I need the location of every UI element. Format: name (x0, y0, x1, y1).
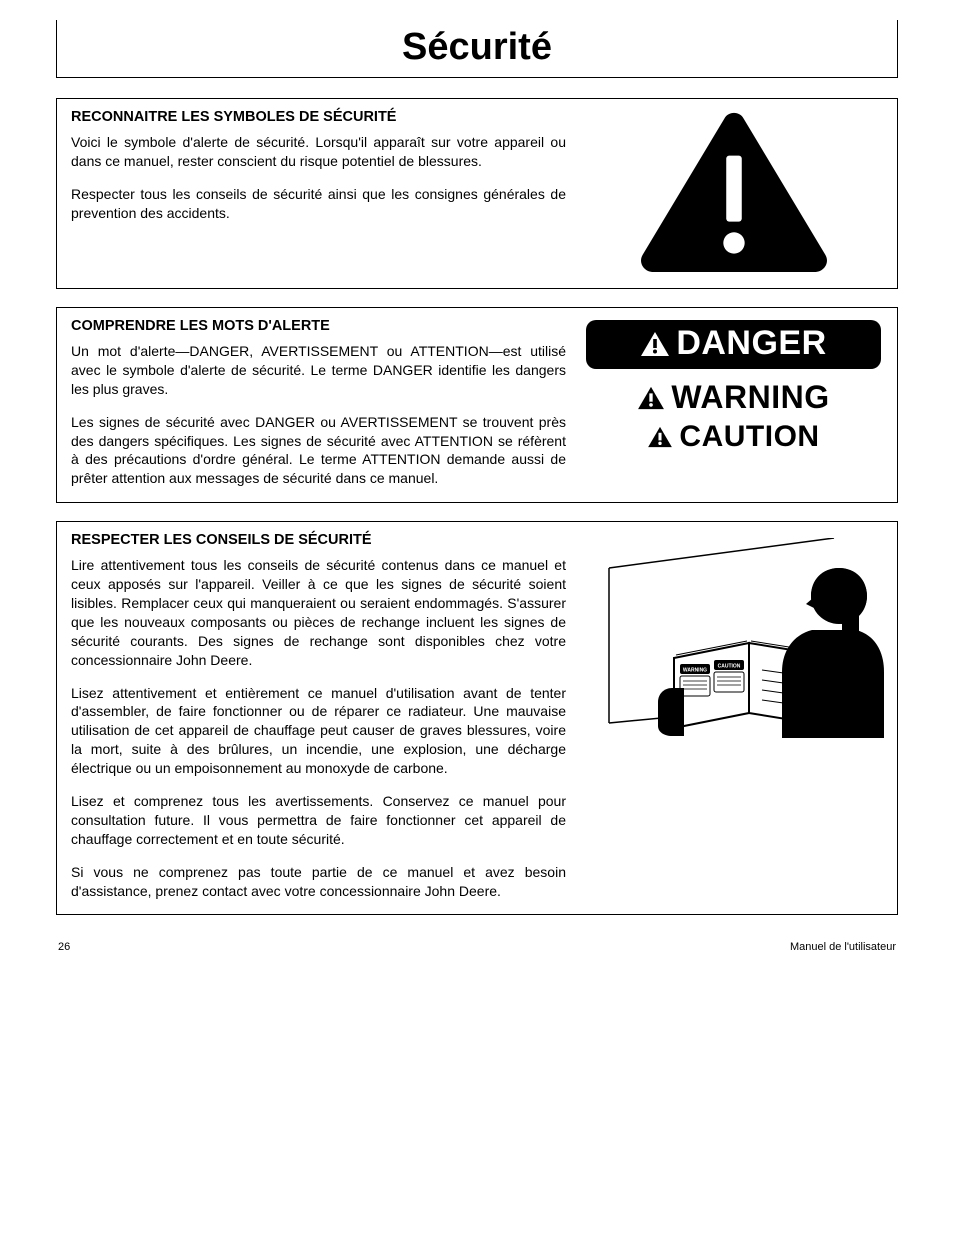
alert-triangle-icon (647, 426, 673, 448)
section3-p1: Lire attentivement tous les conseils de … (71, 556, 566, 669)
section1-heading: RECONNAITRE LES SYMBOLES DE SÉCURITÉ (71, 109, 566, 125)
alert-triangle-icon (640, 331, 670, 357)
warning-label-row: WARNING (586, 379, 881, 416)
safety-alert-triangle-icon (634, 109, 834, 274)
book-warning-label: WARNING (683, 668, 707, 674)
section2-text: COMPRENDRE LES MOTS D'ALERTE Un mot d'al… (71, 318, 566, 488)
section2-graphic: DANGER WARNING (584, 318, 883, 488)
warning-word: WARNING (671, 379, 829, 416)
section3-heading: RESPECTER LES CONSEILS DE SÉCURITÉ (71, 532, 566, 548)
section3-text: RESPECTER LES CONSEILS DE SÉCURITÉ Lire … (71, 532, 566, 900)
read-manual-icon: WARNING CAUTION (584, 735, 904, 752)
section2-heading: COMPRENDRE LES MOTS D'ALERTE (71, 318, 566, 334)
section1-graphic (584, 109, 883, 274)
section3-p4: Si vous ne comprenez pas toute partie de… (71, 863, 566, 901)
caution-word: CAUTION (679, 420, 819, 454)
page-footer: 26 Manuel de l'utilisateur (56, 941, 898, 953)
book-caution-label: CAUTION (718, 664, 741, 670)
section1-text: RECONNAITRE LES SYMBOLES DE SÉCURITÉ Voi… (71, 109, 566, 274)
section-follow-instructions: RESPECTER LES CONSEILS DE SÉCURITÉ Lire … (56, 521, 898, 915)
section1-p2: Respecter tous les conseils de sécurité … (71, 185, 566, 223)
caution-label-row: CAUTION (586, 420, 881, 454)
page-title-block: Sécurité (56, 20, 898, 78)
section3-graphic: WARNING CAUTION (584, 532, 904, 900)
section3-p3: Lisez et comprenez tous les avertissemen… (71, 792, 566, 849)
section-signal-words: COMPRENDRE LES MOTS D'ALERTE Un mot d'al… (56, 307, 898, 503)
danger-label-box: DANGER (586, 320, 881, 369)
page-title: Sécurité (57, 26, 897, 69)
section3-p2: Lisez attentivement et entièrement ce ma… (71, 684, 566, 778)
manual-page: Sécurité RECONNAITRE LES SYMBOLES DE SÉC… (0, 0, 954, 983)
danger-word: DANGER (676, 324, 826, 363)
footer-manual-label: Manuel de l'utilisateur (790, 941, 896, 953)
section-recognize-symbols: RECONNAITRE LES SYMBOLES DE SÉCURITÉ Voi… (56, 98, 898, 289)
section2-p1: Un mot d'alerte—DANGER, AVERTISSEMENT ou… (71, 342, 566, 399)
section1-p1: Voici le symbole d'alerte de sécurité. L… (71, 133, 566, 171)
page-number: 26 (58, 941, 70, 953)
alert-triangle-icon (637, 386, 665, 410)
section2-p2: Les signes de sécurité avec DANGER ou AV… (71, 413, 566, 489)
